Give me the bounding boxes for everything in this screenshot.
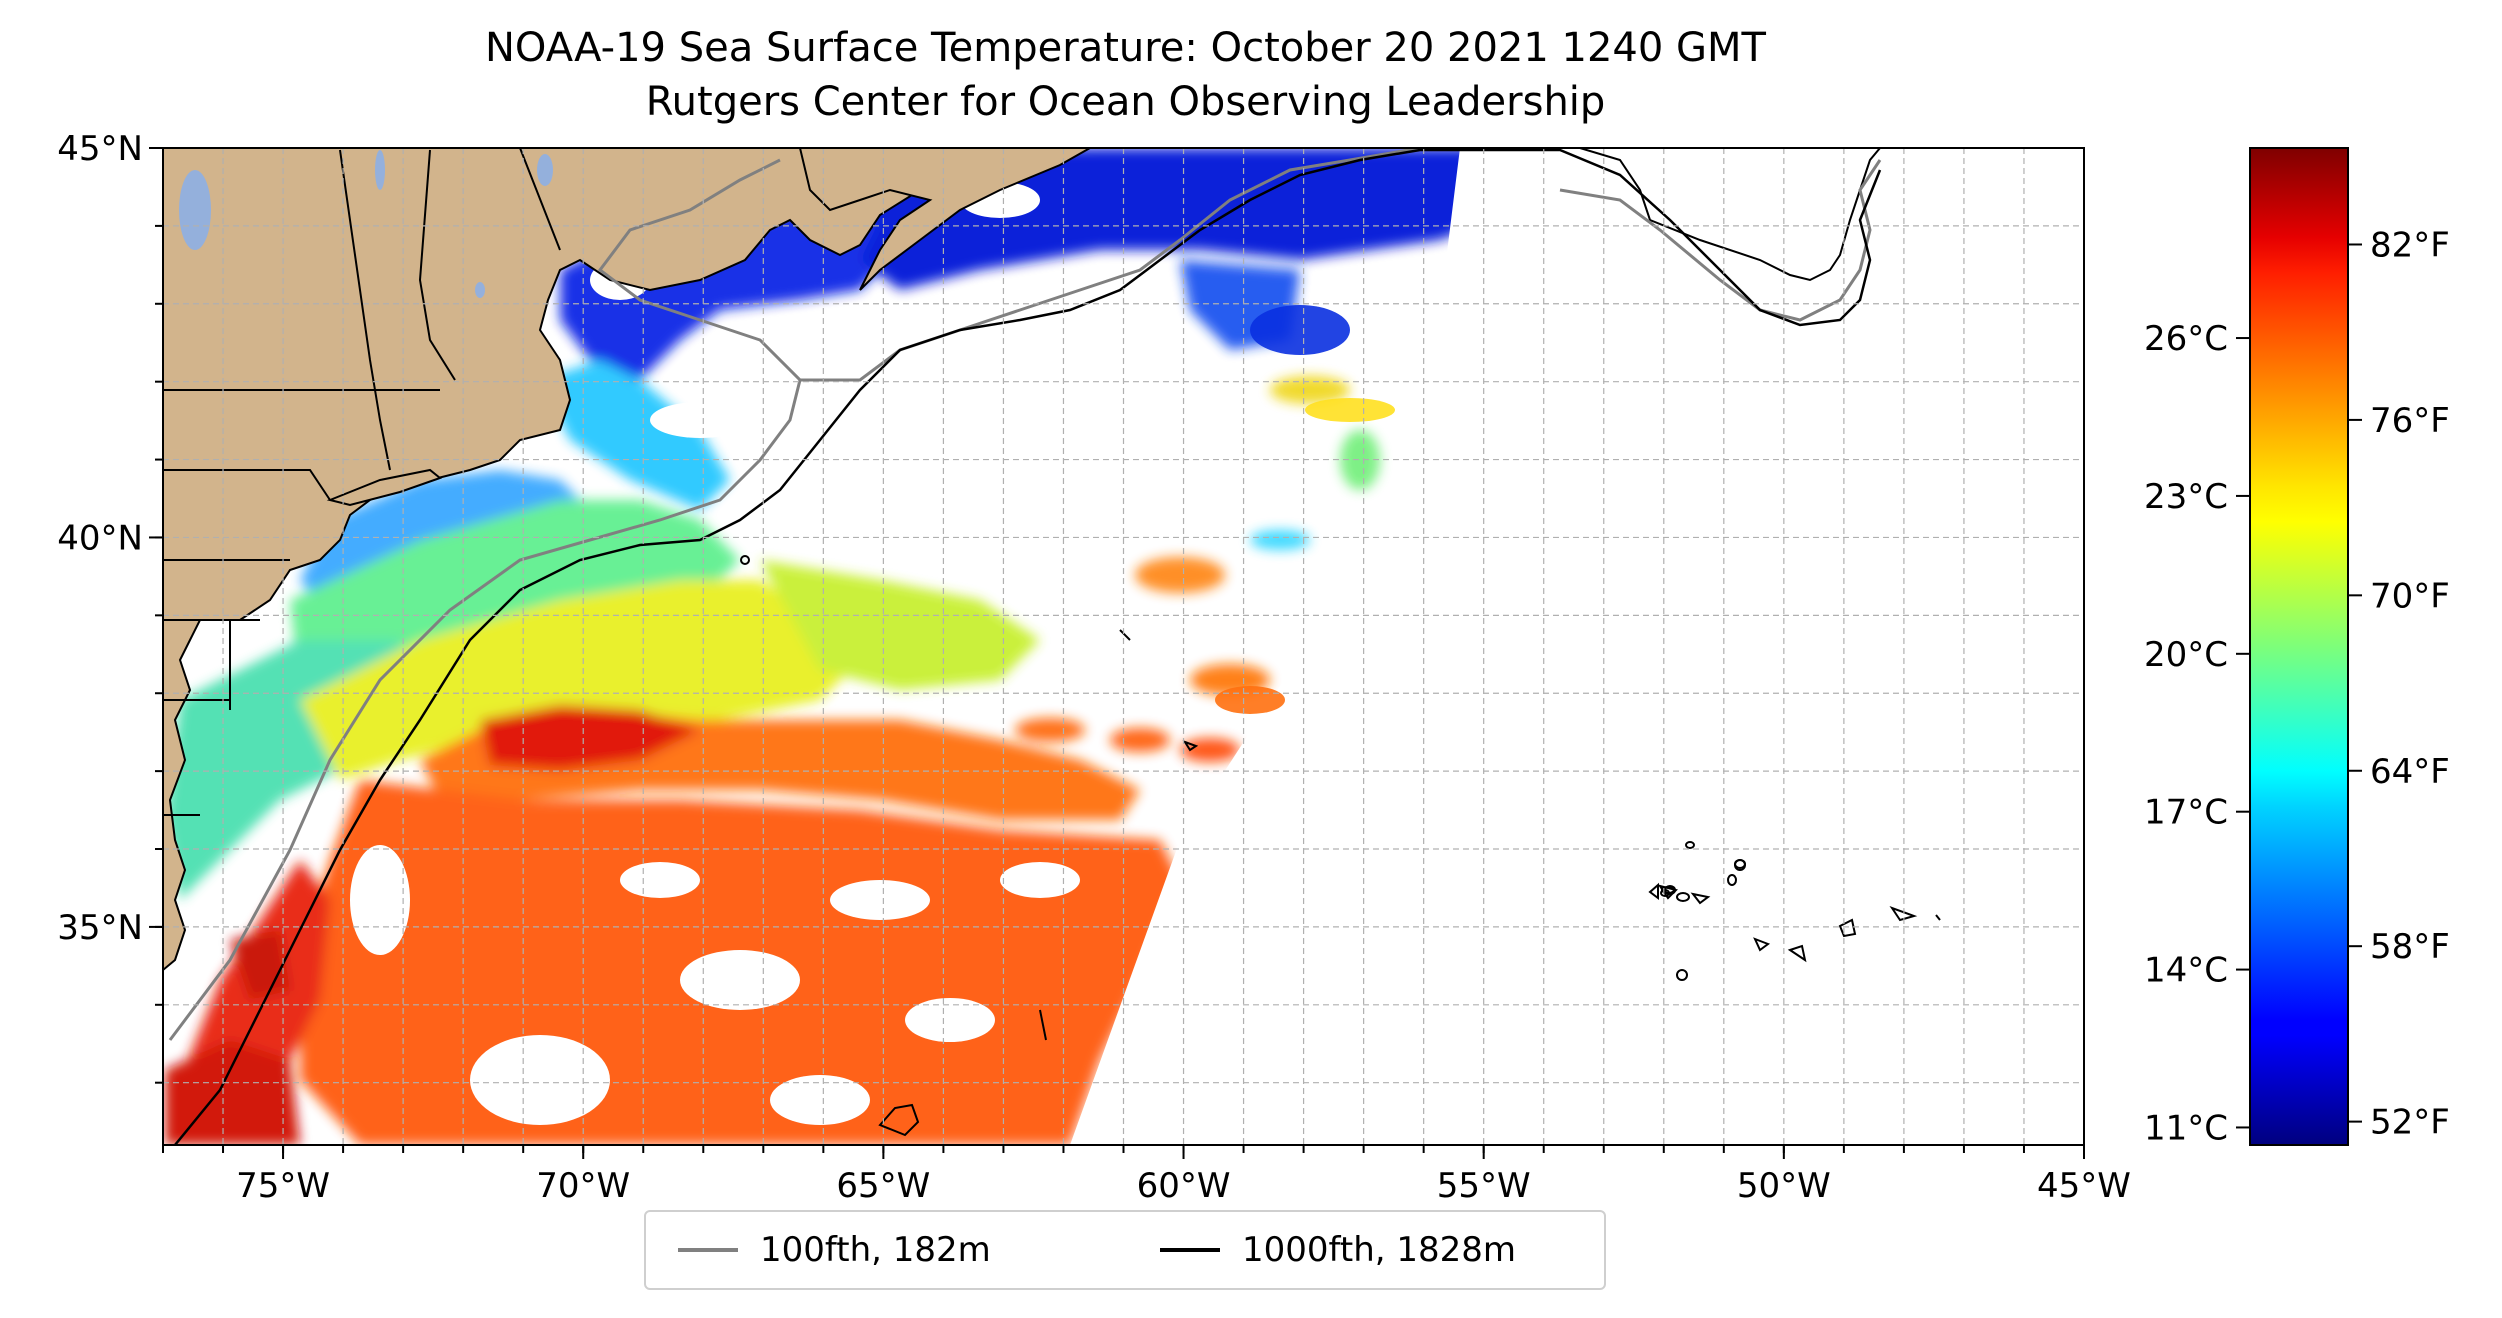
lat-tick-label: 45°N: [57, 129, 143, 169]
longitude-axis: 75°W 70°W 65°W 60°W 55°W 50°W 45°W: [162, 1145, 2131, 1206]
land-long-island: [326, 468, 443, 507]
lon-tick-label: 75°W: [236, 1166, 330, 1206]
land-nova-scotia: [798, 148, 1093, 291]
fahrenheit-tick-label: 82°F: [2370, 225, 2450, 265]
lon-tick-label: 45°W: [2037, 1166, 2131, 1206]
colorbar-frame: [2249, 147, 2349, 1146]
colorbar: 11°C 14°C 17°C 20°C 23°C 26°C 52°F 58°F 64°F 70°…: [2144, 147, 2450, 1148]
lakes: [179, 150, 553, 298]
lat-tick-label: 35°N: [57, 908, 143, 948]
legend-item-1000fth: 1000fth, 1828m: [1160, 1230, 1516, 1270]
map-subtitle: Rutgers Center for Ocean Observing Leade…: [645, 79, 1606, 125]
legend-label-100fth: 100fth, 182m: [760, 1230, 991, 1270]
sst-data-layer: [165, 148, 1540, 1145]
land-newfoundland: [1579, 148, 1882, 282]
celsius-tick-label: 14°C: [2144, 951, 2228, 991]
lon-tick-label: 65°W: [836, 1166, 930, 1206]
fahrenheit-tick-label: 52°F: [2370, 1103, 2450, 1143]
celsius-tick-label: 26°C: [2144, 319, 2228, 359]
lon-tick-label: 60°W: [1137, 1166, 1231, 1206]
celsius-tick-label: 11°C: [2144, 1108, 2228, 1148]
map-area: [163, 148, 2084, 1145]
state-borders: [163, 148, 561, 816]
legend: 100fth, 182m 1000fth, 1828m: [644, 1210, 1606, 1290]
legend-line-gray: [678, 1248, 738, 1252]
latitude-axis: 45°N 40°N 35°N: [57, 129, 163, 1084]
colorbar-gradient: [2250, 148, 2348, 1145]
celsius-tick-label: 20°C: [2144, 635, 2228, 675]
fahrenheit-tick-label: 76°F: [2370, 401, 2450, 441]
map-title: NOAA-19 Sea Surface Temperature: October…: [485, 25, 1766, 71]
lon-tick-label: 70°W: [536, 1166, 630, 1206]
sst-patch: [1250, 305, 1350, 355]
land-us-canada: [163, 148, 1061, 972]
colorbar-celsius-axis: 11°C 14°C 17°C 20°C 23°C 26°C: [2144, 319, 2250, 1148]
lon-tick-label: 50°W: [1737, 1166, 1831, 1206]
celsius-tick-label: 23°C: [2144, 477, 2228, 517]
fahrenheit-tick-label: 70°F: [2370, 576, 2450, 616]
fahrenheit-tick-label: 64°F: [2370, 752, 2450, 792]
colorbar-fahrenheit-axis: 52°F 58°F 64°F 70°F 76°F 82°F: [2348, 225, 2450, 1143]
sst-patch: [1305, 398, 1395, 422]
celsius-tick-label: 17°C: [2144, 793, 2228, 833]
lon-tick-label: 55°W: [1437, 1166, 1531, 1206]
legend-line-black: [1160, 1248, 1220, 1252]
swath-edge-mask: [1070, 148, 2084, 1145]
legend-item-100fth: 100fth, 182m: [678, 1230, 991, 1270]
legend-label-1000fth: 1000fth, 1828m: [1242, 1230, 1517, 1270]
lat-tick-label: 40°N: [57, 518, 143, 558]
cloud-gaps: [350, 182, 1080, 1125]
fahrenheit-tick-label: 58°F: [2370, 927, 2450, 967]
sst-patch: [1215, 686, 1285, 714]
